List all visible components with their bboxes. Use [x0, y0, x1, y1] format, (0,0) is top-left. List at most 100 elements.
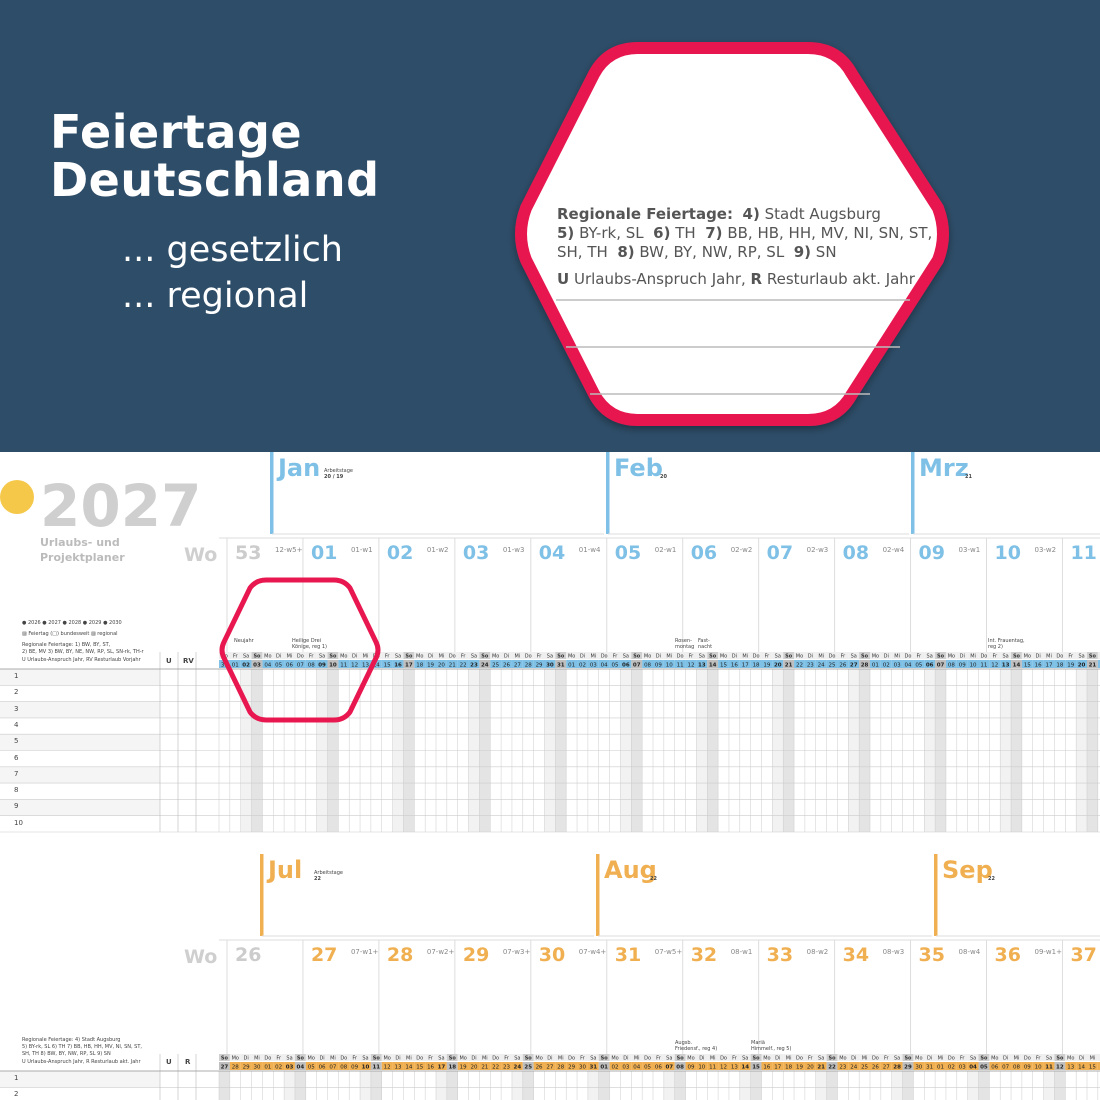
date-number: 12	[720, 1065, 727, 1071]
date-cell	[1097, 660, 1100, 668]
month-name: Jul	[268, 856, 303, 884]
date-cell	[924, 660, 936, 668]
date-number: 02	[883, 663, 890, 669]
date-number: 07	[1002, 1065, 1009, 1071]
date-cell	[284, 1062, 295, 1070]
holiday-label: Mariä	[751, 1040, 765, 1046]
date-number: 09	[1024, 1065, 1031, 1071]
day-of-week: Fr	[808, 1056, 814, 1062]
day-of-week-cell	[772, 1054, 784, 1061]
date-number: 03	[590, 663, 597, 669]
day-of-week-cell	[566, 1054, 578, 1061]
legend-feiertag: ▨ Feiertag (□) bundesweit ▨ regional	[22, 631, 118, 637]
date-cell	[739, 660, 751, 668]
day-of-week: Mi	[818, 654, 824, 660]
day-of-week: Fr	[428, 1056, 434, 1062]
day-of-week: Do	[449, 654, 456, 660]
row-band	[0, 734, 160, 751]
sunday-column	[598, 1071, 610, 1100]
week-code: 09-w1+	[1034, 948, 1062, 956]
day-of-week: Sa	[438, 1056, 444, 1062]
date-cell	[229, 1062, 241, 1070]
day-of-week-cell	[598, 652, 610, 659]
day-of-week-cell	[718, 1054, 729, 1061]
date-number: 02	[242, 663, 250, 669]
day-of-week: So	[861, 654, 869, 660]
row-band	[0, 701, 160, 718]
day-of-week: Sa	[1046, 1056, 1052, 1062]
day-of-week: Di	[319, 1056, 324, 1062]
day-of-week: So	[1056, 1056, 1064, 1062]
holiday-label-2: Könige, reg 1)	[292, 644, 327, 650]
day-of-week-cell	[316, 1054, 328, 1061]
day-of-week-cell	[284, 652, 295, 659]
day-of-week-cell	[436, 1054, 447, 1061]
week-number: 02	[386, 542, 414, 564]
date-number: 27	[221, 1065, 229, 1071]
day-of-week: Di	[927, 1056, 932, 1062]
col-u: U	[166, 657, 172, 665]
day-of-week: Mi	[786, 1056, 792, 1062]
sunday-column	[294, 1071, 306, 1100]
date-number: 15	[1089, 1065, 1096, 1071]
day-of-week: So	[829, 1056, 837, 1062]
day-of-week-cell	[468, 1054, 480, 1061]
workdays-label: Arbeitstage	[314, 870, 343, 876]
date-cell	[240, 1062, 252, 1070]
day-of-week-cell	[533, 652, 545, 659]
day-of-week: Sa	[547, 654, 553, 660]
day-of-week: So	[221, 1056, 229, 1062]
date-number: 10	[666, 663, 673, 669]
day-of-week: Mi	[862, 1056, 868, 1062]
week-number: 34	[842, 944, 870, 966]
date-number: 13	[698, 663, 706, 669]
day-of-week-cell	[1065, 1054, 1077, 1061]
day-of-week-cell	[501, 1054, 512, 1061]
day-of-week-cell	[945, 1054, 957, 1061]
row-band	[0, 717, 160, 735]
day-of-week-cell	[880, 652, 892, 659]
day-of-week: Sa	[851, 654, 857, 660]
date-cell	[457, 1062, 469, 1070]
day-of-week: Do	[568, 1056, 575, 1062]
holiday-label-2: nacht	[698, 644, 713, 650]
date-number: 26	[536, 1065, 543, 1071]
date-number: 19	[763, 663, 770, 669]
date-number: 18	[1056, 663, 1063, 669]
row-number: 9	[14, 802, 19, 811]
date-cell	[544, 660, 556, 668]
day-of-week-cell	[848, 652, 860, 659]
workdays-count: 20	[660, 474, 667, 480]
saturday-column	[739, 1071, 751, 1100]
day-of-week-cell	[870, 652, 881, 659]
day-of-week: So	[753, 1056, 761, 1062]
date-cell	[544, 1062, 556, 1070]
date-number: 06	[622, 663, 630, 669]
day-of-week-cell	[685, 652, 697, 659]
date-cell	[718, 1062, 729, 1070]
day-of-week-cell	[479, 652, 491, 659]
date-cell	[945, 1062, 957, 1070]
day-of-week-cell	[707, 652, 719, 659]
day-of-week: Mi	[363, 654, 369, 660]
week-number: 03	[462, 542, 490, 564]
row-number: 2	[14, 688, 19, 697]
day-of-week-cell	[653, 1054, 664, 1061]
date-cell	[555, 1062, 567, 1070]
day-of-week: Sa	[818, 1056, 824, 1062]
date-cell	[1087, 660, 1098, 668]
date-number: 21	[481, 1065, 488, 1071]
date-number: 29	[243, 1065, 250, 1071]
day-of-week-cell	[1097, 1054, 1100, 1061]
date-number: 24	[818, 663, 825, 669]
day-of-week: Do	[601, 654, 608, 660]
date-number: 19	[427, 663, 434, 669]
day-of-week-cell	[229, 652, 241, 659]
date-cell	[880, 660, 892, 668]
date-number: 21	[449, 663, 456, 669]
day-of-week-cell	[566, 652, 578, 659]
date-cell	[284, 660, 295, 668]
date-number: 05	[915, 663, 922, 669]
date-cell	[989, 1062, 1001, 1070]
day-of-week-cell	[425, 652, 436, 659]
